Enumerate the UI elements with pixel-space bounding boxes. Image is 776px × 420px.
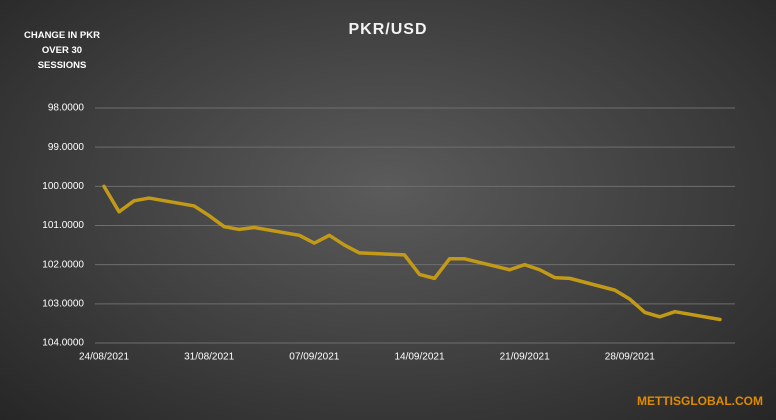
- x-tick-label: 14/09/2021: [394, 352, 444, 363]
- y-tick-label: 100.0000: [42, 181, 84, 192]
- y-tick-label: 102.0000: [42, 259, 84, 270]
- y-tick-label: 98.0000: [48, 103, 85, 114]
- y-tick-label: 99.0000: [48, 142, 85, 153]
- chart-title: PKR/USD: [348, 21, 427, 38]
- y-tick-label: 101.0000: [42, 220, 84, 231]
- y-tick-label: 103.0000: [42, 298, 84, 309]
- x-tick-label: 28/09/2021: [605, 352, 655, 363]
- x-tick-label: 07/09/2021: [289, 352, 339, 363]
- watermark: METTISGLOBAL.COM: [637, 394, 763, 408]
- line: [102, 184, 722, 322]
- y-tick-label: 104.0000: [42, 338, 84, 349]
- x-tick-label: 21/09/2021: [500, 352, 550, 363]
- y-axis-label: CHANGE IN PKR OVER 30 SESSIONS: [23, 30, 100, 71]
- x-tick-label: 31/08/2021: [184, 352, 234, 363]
- x-tick-label: 24/08/2021: [79, 352, 129, 363]
